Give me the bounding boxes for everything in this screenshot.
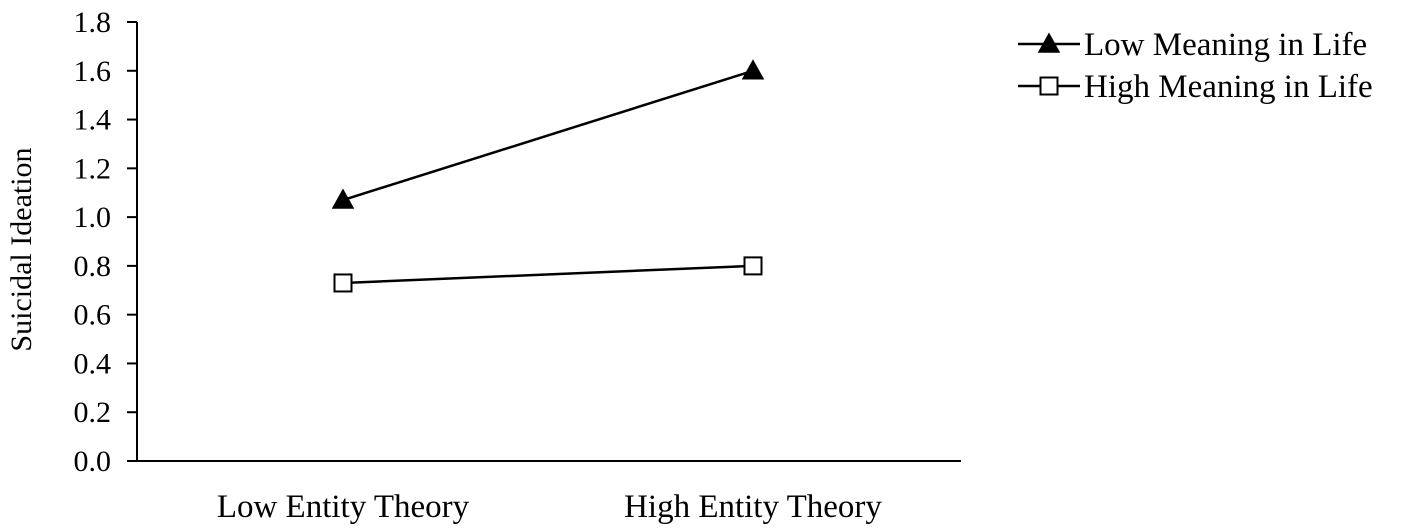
legend-item: High Meaning in Life bbox=[1018, 69, 1373, 105]
y-axis-title: Suicidal Ideation bbox=[5, 147, 38, 351]
y-tick-label: 1.0 bbox=[74, 201, 112, 234]
data-point bbox=[331, 188, 355, 209]
y-tick-label: 1.2 bbox=[74, 152, 112, 185]
series-0 bbox=[331, 59, 765, 209]
series-line bbox=[342, 264, 754, 285]
data-point bbox=[333, 273, 353, 293]
y-tick-label: 0.4 bbox=[74, 347, 112, 380]
x-category-label: High Entity Theory bbox=[624, 489, 882, 525]
x-axis-ticks: Low Entity Theory High Entity Theory bbox=[217, 489, 883, 525]
y-tick-label: 1.4 bbox=[74, 104, 112, 137]
data-point bbox=[743, 256, 763, 276]
y-tick-label: 1.6 bbox=[74, 55, 112, 88]
y-axis-ticks: 0.0 0.2 0.4 0.6 0.8 1.0 1.2 1.4 1.6 1.8 bbox=[74, 6, 137, 478]
y-tick-label: 0.0 bbox=[74, 445, 112, 478]
legend-label: Low Meaning in Life bbox=[1084, 27, 1367, 63]
y-tick-label: 0.8 bbox=[74, 250, 112, 283]
series-layer bbox=[331, 59, 765, 293]
legend: Low Meaning in Life High Meaning in Life bbox=[1018, 27, 1373, 105]
series-line bbox=[342, 69, 754, 202]
y-tick-label: 0.2 bbox=[74, 396, 112, 429]
legend-label: High Meaning in Life bbox=[1084, 69, 1373, 105]
series-1 bbox=[333, 256, 763, 293]
y-tick-label: 1.8 bbox=[74, 6, 112, 39]
legend-item: Low Meaning in Life bbox=[1018, 27, 1367, 63]
legend-marker bbox=[1039, 76, 1059, 96]
data-point bbox=[741, 59, 765, 80]
x-category-label: Low Entity Theory bbox=[217, 489, 470, 525]
legend-marker bbox=[1037, 32, 1061, 53]
axes bbox=[127, 22, 961, 462]
y-tick-label: 0.6 bbox=[74, 299, 112, 332]
